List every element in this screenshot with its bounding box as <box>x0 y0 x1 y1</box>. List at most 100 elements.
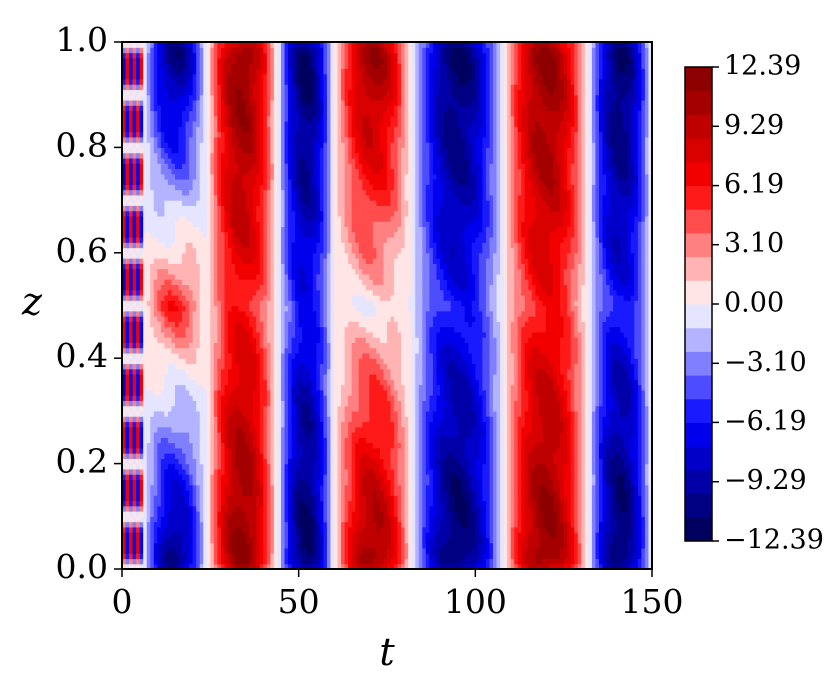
heatmap-cell <box>199 474 204 481</box>
heatmap-cell <box>235 142 240 148</box>
heatmap-cell <box>235 184 240 191</box>
heatmap-cell <box>146 532 151 538</box>
heatmap-cell <box>259 226 264 233</box>
heatmap-cell <box>281 532 286 538</box>
heatmap-cell <box>242 458 247 465</box>
heatmap-cell <box>245 268 250 275</box>
heatmap-cell <box>242 453 247 459</box>
heatmap-cell <box>291 410 296 417</box>
heatmap-cell <box>196 57 201 64</box>
heatmap-cell <box>199 73 204 80</box>
heatmap-cell <box>153 426 158 433</box>
heatmap-cell <box>238 73 243 80</box>
heatmap-cell <box>217 57 222 64</box>
heatmap-cell <box>160 458 165 465</box>
heatmap-cell <box>270 284 275 291</box>
heatmap-cell <box>157 289 162 296</box>
heatmap-cell <box>220 379 226 386</box>
heatmap-cell <box>259 47 264 54</box>
heatmap-cell <box>217 126 222 133</box>
heatmap-cell <box>256 337 261 343</box>
heatmap-cell <box>284 316 289 322</box>
heatmap-cell <box>189 553 194 560</box>
heatmap-cell <box>136 163 141 170</box>
heatmap-cell <box>266 384 271 391</box>
heatmap-cell <box>210 168 215 175</box>
heatmap-cell <box>175 521 180 528</box>
heatmap-cell <box>295 189 300 196</box>
heatmap-cell <box>259 205 264 212</box>
heatmap-cell <box>160 47 165 54</box>
heatmap-cell <box>175 400 180 407</box>
heatmap-cell <box>143 347 148 354</box>
heatmap-cell <box>273 163 279 170</box>
heatmap-cell <box>228 484 233 491</box>
heatmap-cell <box>203 511 208 517</box>
heatmap-cell <box>153 537 158 544</box>
heatmap-cell <box>235 505 240 512</box>
heatmap-cell <box>189 289 194 296</box>
heatmap-cell <box>164 78 169 85</box>
heatmap-cell <box>252 547 257 554</box>
heatmap-cell <box>192 363 197 370</box>
heatmap-cell <box>203 337 208 343</box>
heatmap-cell <box>231 252 236 259</box>
heatmap-cell <box>291 316 296 322</box>
heatmap-cell <box>150 142 155 148</box>
heatmap-cell <box>259 358 264 365</box>
heatmap-cell <box>153 437 158 444</box>
heatmap-cell <box>167 289 173 296</box>
heatmap-cell <box>196 126 201 133</box>
heatmap-cell <box>256 294 261 301</box>
heatmap-cell <box>206 495 211 502</box>
heatmap-cell <box>242 121 247 127</box>
heatmap-cell <box>129 142 134 148</box>
heatmap-cell <box>242 258 247 264</box>
heatmap-cell <box>249 326 254 333</box>
heatmap-cell <box>249 179 254 185</box>
heatmap-cell <box>220 547 226 554</box>
heatmap-cell <box>164 342 169 349</box>
heatmap-cell <box>167 521 173 528</box>
heatmap-cell <box>245 337 250 343</box>
heatmap-cell <box>270 389 275 396</box>
heatmap-cell <box>256 231 261 238</box>
heatmap-cell <box>288 231 293 238</box>
heatmap-cell <box>224 242 229 249</box>
heatmap-cell <box>192 321 197 328</box>
heatmap-cell <box>213 115 218 122</box>
heatmap-cell <box>210 395 215 401</box>
heatmap-cell <box>217 463 222 470</box>
heatmap-cell <box>249 458 254 465</box>
heatmap-cell <box>235 374 240 380</box>
heatmap-cell <box>249 205 254 212</box>
heatmap-cell <box>167 263 173 270</box>
heatmap-cell <box>175 389 180 396</box>
heatmap-cell <box>150 131 155 138</box>
heatmap-cell <box>150 89 155 96</box>
heatmap-cell <box>249 236 254 243</box>
heatmap-cell <box>220 521 226 528</box>
heatmap-cell <box>157 400 162 407</box>
heatmap-cell <box>228 147 233 154</box>
heatmap-cell <box>259 173 264 180</box>
heatmap-cell <box>203 258 208 264</box>
heatmap-cell <box>266 52 271 59</box>
heatmap-cell <box>228 236 233 243</box>
heatmap-cell <box>291 526 296 533</box>
heatmap-cell <box>224 553 229 560</box>
heatmap-cell <box>281 537 286 544</box>
heatmap-cell <box>146 421 151 428</box>
heatmap-cell <box>249 194 254 201</box>
heatmap-cell <box>129 489 134 496</box>
heatmap-cell <box>291 200 296 206</box>
heatmap-cell <box>171 532 176 538</box>
heatmap-cell <box>273 42 279 48</box>
heatmap-cell <box>203 500 208 507</box>
heatmap-cell <box>235 321 240 328</box>
heatmap-cell <box>178 242 183 249</box>
heatmap-cell <box>249 553 254 560</box>
heatmap-cell <box>263 226 268 233</box>
heatmap-cell <box>146 173 151 180</box>
heatmap-cell <box>217 421 222 428</box>
